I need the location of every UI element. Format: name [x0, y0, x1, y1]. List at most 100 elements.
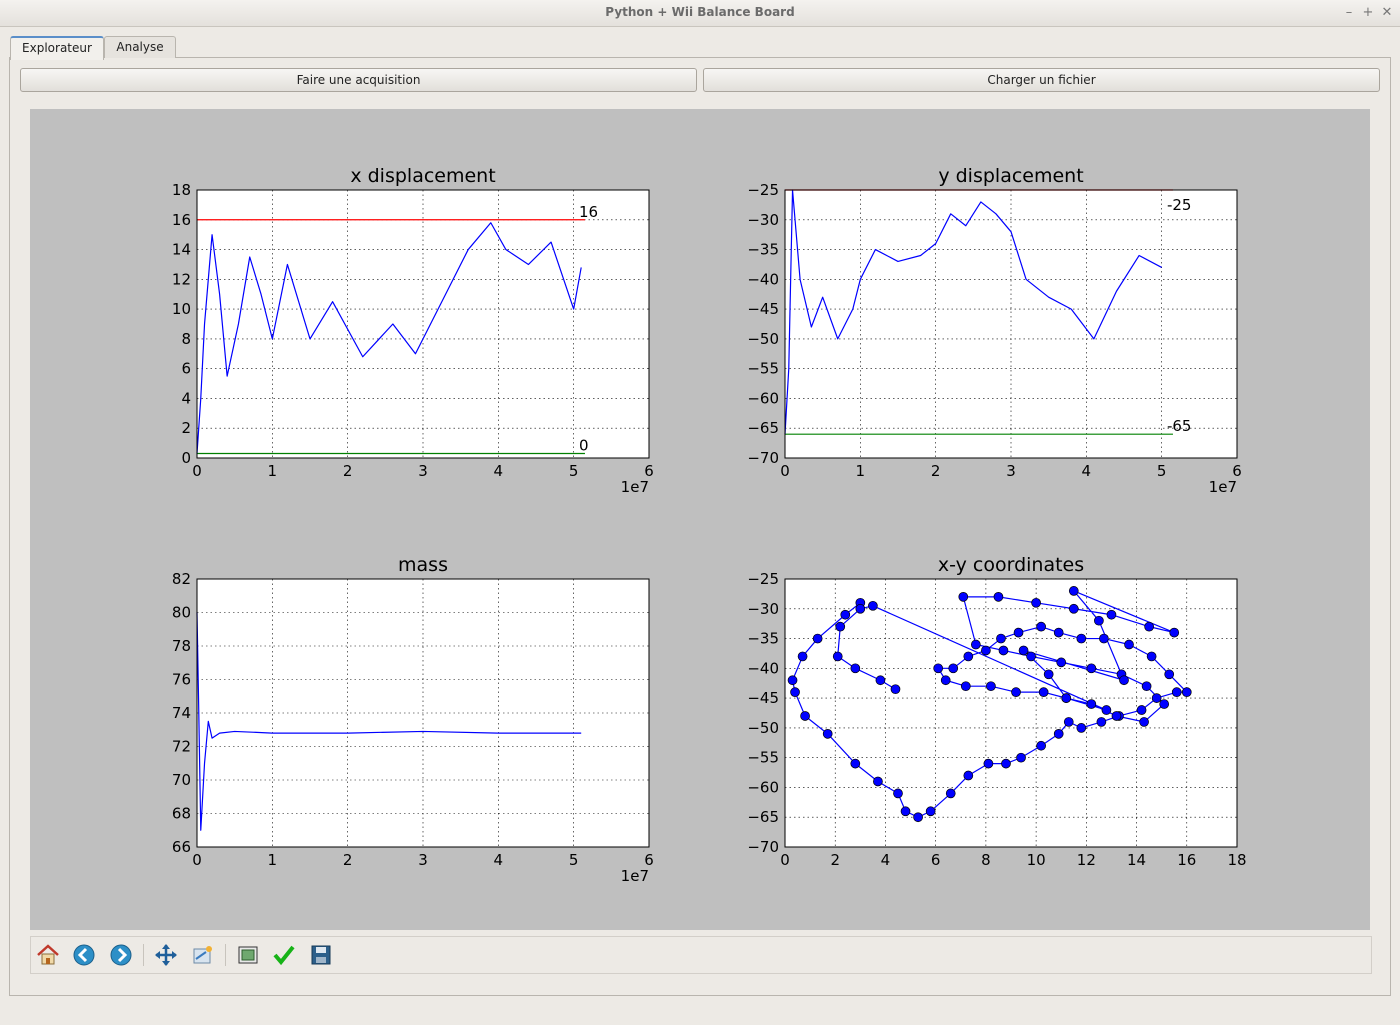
scatter-point [800, 711, 810, 721]
back-icon[interactable] [71, 943, 97, 967]
plot-area [785, 190, 1237, 458]
y-tick-label: 74 [172, 704, 191, 722]
scatter-point [986, 681, 996, 692]
x-tick-label: 3 [418, 462, 428, 480]
pan-icon[interactable] [153, 943, 179, 967]
x-tick-label: 4 [494, 462, 504, 480]
chart-title: y displacement [938, 165, 1083, 187]
scatter-point [963, 770, 974, 781]
tab-analyse[interactable]: Analyse [104, 36, 176, 58]
axes-frame [784, 189, 1238, 459]
scatter-point [893, 788, 903, 799]
y-tick-label: 18 [172, 181, 191, 199]
x-offset-label: 1e7 [621, 478, 649, 496]
tab-explorateur[interactable]: Explorateur [10, 36, 104, 60]
scatter-point [1011, 687, 1021, 698]
y-tick-label: 8 [181, 330, 191, 348]
x-tick-label: 1 [268, 851, 278, 869]
home-icon[interactable] [35, 943, 61, 967]
scatter-point [797, 651, 808, 662]
scatter-point [1056, 657, 1067, 668]
scatter-point [1159, 699, 1170, 709]
scatter-point [1013, 627, 1024, 638]
y-tick-label: −55 [747, 360, 779, 378]
scatter-point [1106, 609, 1117, 620]
acquire-button[interactable]: Faire une acquisition [20, 68, 697, 92]
y-tick-label: −55 [747, 749, 779, 767]
close-icon[interactable]: ✕ [1381, 5, 1393, 20]
x-tick-label: 4 [494, 851, 504, 869]
scatter-point [1096, 717, 1107, 727]
chart-title: mass [398, 554, 448, 576]
axes-frame [196, 578, 650, 848]
edit-check-icon[interactable] [271, 943, 297, 967]
x-tick-label: 0 [192, 462, 202, 480]
x-offset-label: 1e7 [621, 867, 649, 885]
scatter-point [1169, 627, 1180, 638]
subplots-icon[interactable] [235, 943, 261, 967]
scatter-point [913, 812, 923, 823]
forward-icon[interactable] [108, 943, 134, 967]
scatter-point [1146, 651, 1157, 662]
x-tick-label: 0 [192, 851, 202, 869]
scatter-point [868, 600, 878, 611]
scatter-point [1139, 717, 1149, 727]
scatter-point [1136, 705, 1147, 715]
scatter-point [1036, 621, 1046, 632]
chart-title: x displacement [350, 165, 495, 187]
x-tick-label: 2 [931, 462, 941, 480]
scatter-point [1061, 693, 1072, 703]
scatter-point [960, 681, 971, 692]
chart-4: 0 2 4 6 8 10 12 14 16 18 −70 −65 −60 −55 −50 −45 −40 −35 −… [747, 554, 1246, 869]
scatter-point [1068, 603, 1079, 614]
maximize-icon[interactable]: + [1362, 5, 1374, 20]
scatter-point [1001, 758, 1011, 769]
scatter-point [1111, 711, 1122, 721]
scatter-point [812, 633, 823, 644]
y-tick-label: 72 [172, 738, 191, 756]
scatter-point [1036, 740, 1046, 751]
scatter-point [958, 592, 969, 602]
scatter-point [1031, 597, 1041, 608]
y-tick-label: 4 [181, 389, 191, 407]
window-title: Python + Wii Balance Board [605, 5, 795, 19]
load-file-button[interactable]: Charger un fichier [703, 68, 1380, 92]
scatter-point [1181, 687, 1192, 698]
scatter-point [981, 645, 991, 656]
threshold-label: 16 [579, 203, 598, 221]
y-tick-label: −40 [747, 659, 779, 677]
scatter-point [1026, 651, 1036, 662]
x-tick-label: 6 [644, 462, 654, 480]
x-tick-label: 2 [343, 851, 353, 869]
y-tick-label: −50 [747, 719, 779, 737]
scatter-point [1086, 699, 1097, 709]
x-tick-label: 2 [343, 462, 353, 480]
scatter-point [933, 663, 944, 674]
zoom-icon[interactable] [190, 943, 216, 967]
axes-frame [784, 578, 1238, 848]
y-tick-label: 68 [172, 805, 191, 823]
scatter-point [993, 592, 1004, 602]
scatter-point [900, 806, 911, 817]
threshold-label: 0 [579, 437, 589, 455]
navigation-toolbar [30, 936, 1372, 974]
x-tick-label: 0 [780, 462, 790, 480]
y-tick-label: −65 [747, 419, 779, 437]
y-tick-label: −45 [747, 689, 779, 707]
x-offset-label: 1e7 [1209, 478, 1237, 496]
save-icon[interactable] [308, 943, 334, 967]
y-tick-label: 80 [172, 604, 191, 622]
scatter-point [1151, 693, 1162, 703]
y-tick-label: 70 [172, 771, 191, 789]
y-tick-label: 14 [172, 241, 191, 259]
scatter-point [1141, 681, 1152, 692]
scatter-point [1076, 723, 1087, 733]
scatter-point [970, 639, 981, 650]
y-tick-label: −70 [747, 449, 779, 467]
minimize-icon[interactable]: – [1345, 5, 1353, 20]
plot-area [197, 190, 649, 458]
y-tick-label: 78 [172, 637, 191, 655]
scatter-point [1043, 669, 1054, 680]
